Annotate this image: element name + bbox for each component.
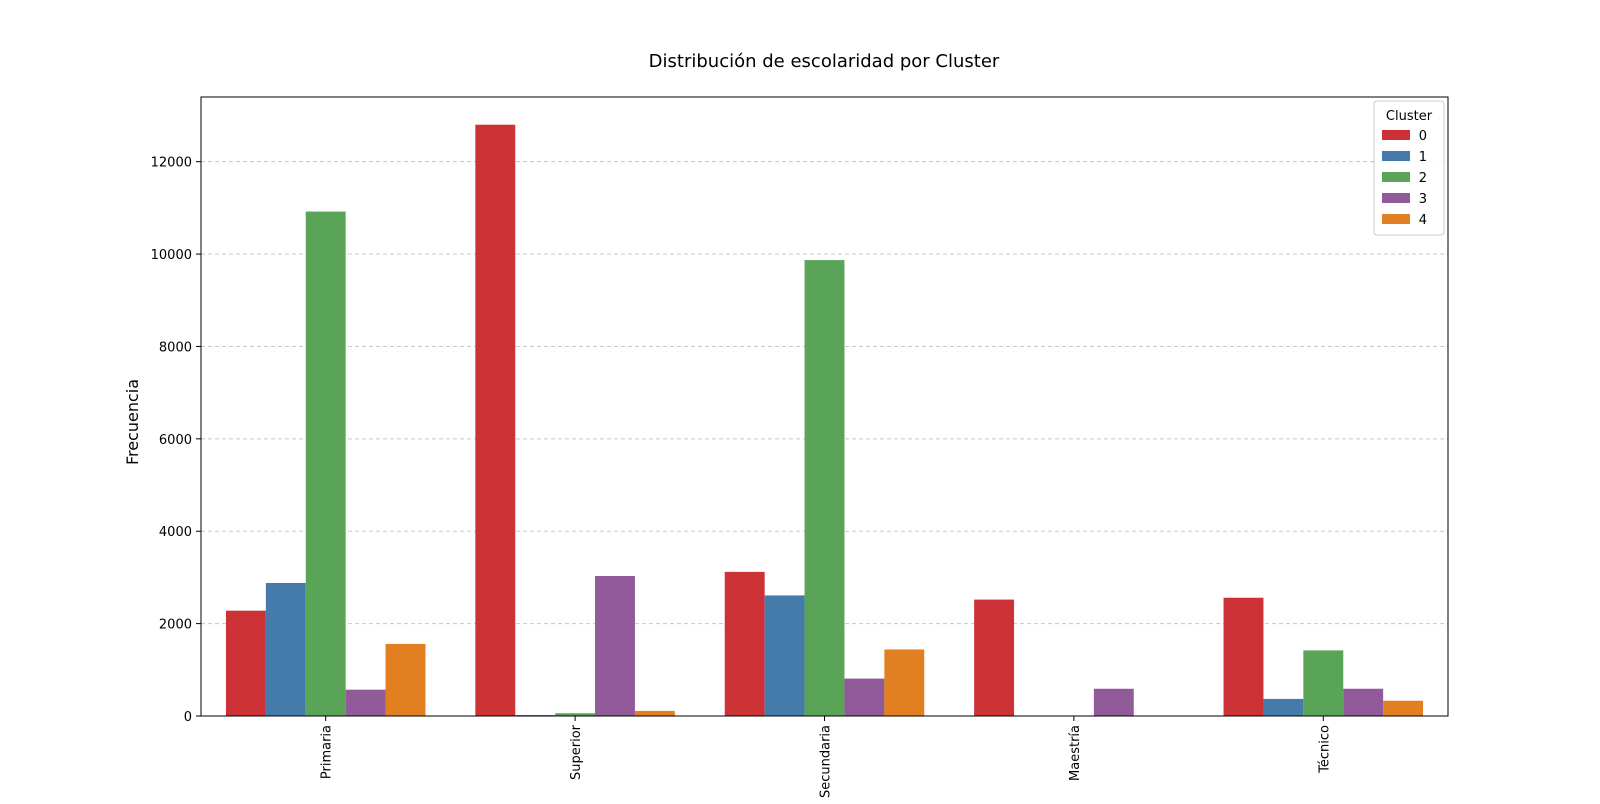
bars: [225, 124, 1424, 716]
bar-secundaria-cluster-0: [724, 571, 765, 716]
legend-label-1: 1: [1419, 150, 1427, 165]
legend-label-0: 0: [1419, 129, 1427, 144]
legend-label-2: 2: [1419, 171, 1427, 186]
chart-title: Distribución de escolaridad por Cluster: [649, 51, 1000, 72]
bar-secundaria-cluster-2: [804, 260, 845, 716]
legend-swatch-3: [1382, 193, 1410, 203]
bar-primaria-cluster-2: [305, 211, 346, 716]
bar-técnico-cluster-4: [1383, 700, 1424, 716]
bar-primaria-cluster-0: [225, 610, 266, 716]
x-tick-label: Secundaria: [819, 725, 834, 798]
y-tick-label: 2000: [159, 618, 192, 633]
y-tick-label: 0: [184, 710, 192, 725]
plot-frame: [200, 96, 1449, 717]
x-tick-label: Primaria: [320, 725, 335, 779]
legend-title: Cluster: [1386, 109, 1433, 124]
bar-técnico-cluster-3: [1343, 688, 1384, 716]
bar-técnico-cluster-2: [1303, 650, 1344, 716]
y-tick-label: 4000: [159, 525, 192, 540]
bar-maestría-cluster-0: [974, 599, 1015, 716]
legend-label-4: 4: [1419, 213, 1427, 228]
legend-swatch-4: [1382, 214, 1410, 224]
x-tick-label: Técnico: [1317, 725, 1332, 774]
bar-superior-cluster-2: [555, 713, 596, 716]
y-tick-label: 12000: [151, 156, 192, 171]
bar-técnico-cluster-1: [1263, 698, 1304, 716]
bar-maestría-cluster-3: [1093, 688, 1134, 716]
x-tick-label: Superior: [569, 724, 584, 780]
x-tick-label: Maestría: [1068, 725, 1083, 781]
bar-primaria-cluster-4: [385, 643, 426, 716]
bar-primaria-cluster-1: [265, 582, 306, 716]
y-tick-label: 8000: [159, 340, 192, 355]
legend-swatch-1: [1382, 151, 1410, 161]
bar-técnico-cluster-0: [1223, 597, 1264, 716]
bar-superior-cluster-0: [475, 124, 516, 716]
bar-secundaria-cluster-3: [844, 678, 885, 716]
x-axis-ticks: Primaria Superior Secundaria Maestría Técnic…: [320, 716, 1332, 798]
bar-primaria-cluster-3: [345, 689, 386, 716]
bar-secundaria-cluster-1: [764, 595, 805, 716]
y-axis-ticks: 0 2000 4000 6000 8000 10000 12000: [151, 156, 201, 725]
bar-secundaria-cluster-4: [884, 649, 925, 716]
y-axis-label: Frecuencia: [123, 379, 142, 465]
y-tick-label: 10000: [151, 248, 192, 263]
bar-superior-cluster-4: [634, 710, 675, 716]
legend-swatch-2: [1382, 172, 1410, 182]
legend-label-3: 3: [1419, 192, 1427, 207]
y-tick-label: 6000: [159, 433, 192, 448]
bar-superior-cluster-3: [595, 576, 635, 716]
legend-swatch-0: [1382, 130, 1410, 140]
legend: Cluster 0 1 2 3 4: [1373, 100, 1445, 236]
